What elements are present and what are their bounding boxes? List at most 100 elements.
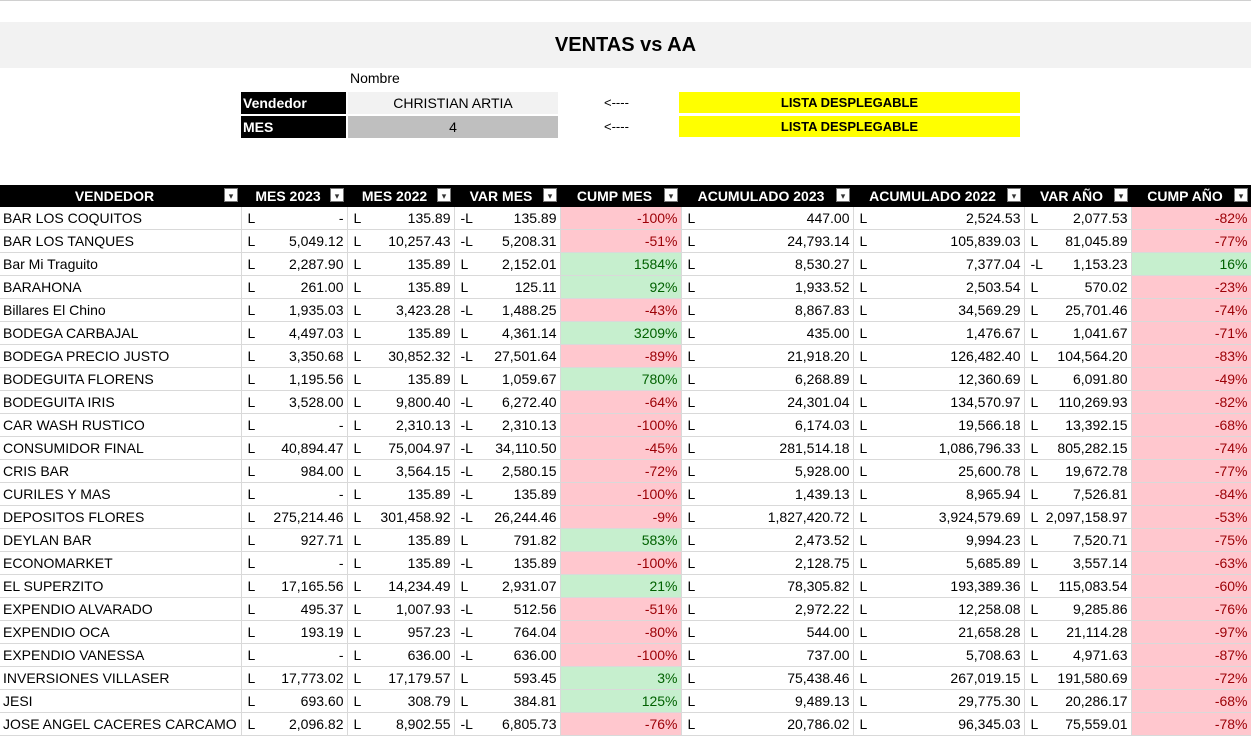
mes-2023-cell[interactable]: L 693.60: [241, 689, 348, 713]
cump-ano-cell[interactable]: -63%: [1131, 551, 1251, 575]
acumulado-2023-cell[interactable]: L 447.00: [681, 207, 854, 230]
mes-2023-cell[interactable]: L 2,096.82: [241, 712, 348, 736]
acumulado-2022-cell[interactable]: L 267,019.15: [853, 666, 1025, 690]
acumulado-2022-cell[interactable]: L 126,482.40: [853, 344, 1025, 368]
mes-2022-cell[interactable]: L 17,179.57: [347, 666, 455, 690]
filter-dropdown-icon[interactable]: ▾: [1114, 188, 1128, 202]
var-ano-cell[interactable]: L 6,091.80: [1024, 367, 1132, 391]
var-mes-cell[interactable]: -L 5,208.31: [454, 229, 561, 253]
acumulado-2022-cell[interactable]: L 96,345.03: [853, 712, 1025, 736]
mes-2023-cell[interactable]: L 17,773.02: [241, 666, 348, 690]
mes-2023-cell[interactable]: L 3,528.00: [241, 390, 348, 414]
var-mes-cell[interactable]: -L 26,244.46: [454, 505, 561, 529]
mes-2022-cell[interactable]: L 1,007.93: [347, 597, 455, 621]
acumulado-2022-cell[interactable]: L 193,389.36: [853, 574, 1025, 598]
acumulado-2022-cell[interactable]: L 29,775.30: [853, 689, 1025, 713]
vendor-name-cell[interactable]: JOSE ANGEL CACERES CARCAMO: [0, 712, 242, 736]
var-mes-cell[interactable]: -L 27,501.64: [454, 344, 561, 368]
acumulado-2023-cell[interactable]: L 20,786.02: [681, 712, 854, 736]
var-ano-cell[interactable]: L 7,526.81: [1024, 482, 1132, 506]
var-ano-cell[interactable]: L 81,045.89: [1024, 229, 1132, 253]
acumulado-2023-cell[interactable]: L 2,972.22: [681, 597, 854, 621]
acumulado-2023-cell[interactable]: L 9,489.13: [681, 689, 854, 713]
mes-2023-cell[interactable]: L-: [241, 413, 348, 437]
acumulado-2022-cell[interactable]: L 19,566.18: [853, 413, 1025, 437]
mes-2023-cell[interactable]: L 2,287.90: [241, 252, 348, 276]
acumulado-2023-cell[interactable]: L 6,174.03: [681, 413, 854, 437]
var-mes-cell[interactable]: L 791.82: [454, 528, 561, 552]
acumulado-2023-cell[interactable]: L 75,438.46: [681, 666, 854, 690]
cump-ano-cell[interactable]: -84%: [1131, 482, 1251, 506]
acumulado-2022-cell[interactable]: L 5,708.63: [853, 643, 1025, 667]
cump-mes-cell[interactable]: -9%: [560, 505, 682, 529]
vendor-name-cell[interactable]: DEYLAN BAR: [0, 528, 242, 552]
mes-2023-cell[interactable]: L 984.00: [241, 459, 348, 483]
mes-2022-cell[interactable]: L 135.89: [347, 367, 455, 391]
cump-mes-cell[interactable]: -100%: [560, 207, 682, 230]
vendor-name-cell[interactable]: CRIS BAR: [0, 459, 242, 483]
var-ano-cell[interactable]: L 3,557.14: [1024, 551, 1132, 575]
vendor-name-cell[interactable]: EXPENDIO ALVARADO: [0, 597, 242, 621]
var-ano-cell[interactable]: L 13,392.15: [1024, 413, 1132, 437]
mes-2023-cell[interactable]: L-: [241, 482, 348, 506]
acumulado-2022-cell[interactable]: L 1,086,796.33: [853, 436, 1025, 460]
var-mes-cell[interactable]: L 593.45: [454, 666, 561, 690]
mes-2023-cell[interactable]: L-: [241, 551, 348, 575]
var-mes-cell[interactable]: L 1,059.67: [454, 367, 561, 391]
acumulado-2022-cell[interactable]: L 105,839.03: [853, 229, 1025, 253]
vendor-name-cell[interactable]: CONSUMIDOR FINAL: [0, 436, 242, 460]
var-ano-cell[interactable]: L 2,097,158.97: [1024, 505, 1132, 529]
cump-mes-cell[interactable]: -51%: [560, 229, 682, 253]
cump-ano-cell[interactable]: -97%: [1131, 620, 1251, 644]
cump-ano-cell[interactable]: -82%: [1131, 207, 1251, 230]
mes-2023-cell[interactable]: L 261.00: [241, 275, 348, 299]
mes-2023-cell[interactable]: L 1,935.03: [241, 298, 348, 322]
mes-2022-cell[interactable]: L 3,564.15: [347, 459, 455, 483]
cump-mes-cell[interactable]: 125%: [560, 689, 682, 713]
var-mes-cell[interactable]: L 384.81: [454, 689, 561, 713]
var-mes-cell[interactable]: -L 135.89: [454, 482, 561, 506]
acumulado-2022-cell[interactable]: L 2,524.53: [853, 207, 1025, 230]
filter-dropdown-icon[interactable]: ▾: [543, 188, 557, 202]
mes-2023-cell[interactable]: L 40,894.47: [241, 436, 348, 460]
acumulado-2023-cell[interactable]: L 1,439.13: [681, 482, 854, 506]
cump-ano-cell[interactable]: -71%: [1131, 321, 1251, 345]
vendor-name-cell[interactable]: BAR LOS COQUITOS: [0, 207, 242, 230]
mes-2022-cell[interactable]: L 135.89: [347, 207, 455, 230]
cump-ano-cell[interactable]: -74%: [1131, 298, 1251, 322]
mes-2022-cell[interactable]: L 75,004.97: [347, 436, 455, 460]
cump-ano-cell[interactable]: -77%: [1131, 459, 1251, 483]
acumulado-2023-cell[interactable]: L 1,933.52: [681, 275, 854, 299]
var-ano-cell[interactable]: L 21,114.28: [1024, 620, 1132, 644]
mes-2022-cell[interactable]: L 135.89: [347, 528, 455, 552]
mes-2022-cell[interactable]: L 3,423.28: [347, 298, 455, 322]
cump-mes-cell[interactable]: -80%: [560, 620, 682, 644]
mes-2022-cell[interactable]: L 30,852.32: [347, 344, 455, 368]
cump-mes-cell[interactable]: 780%: [560, 367, 682, 391]
var-ano-cell[interactable]: L 191,580.69: [1024, 666, 1132, 690]
var-mes-cell[interactable]: L 125.11: [454, 275, 561, 299]
mes-2022-cell[interactable]: L 135.89: [347, 482, 455, 506]
acumulado-2022-cell[interactable]: L 7,377.04: [853, 252, 1025, 276]
cump-ano-cell[interactable]: -68%: [1131, 689, 1251, 713]
mes-2022-cell[interactable]: L 308.79: [347, 689, 455, 713]
cump-mes-cell[interactable]: 1584%: [560, 252, 682, 276]
acumulado-2023-cell[interactable]: L 21,918.20: [681, 344, 854, 368]
var-mes-cell[interactable]: -L 6,805.73: [454, 712, 561, 736]
cump-mes-cell[interactable]: -100%: [560, 482, 682, 506]
acumulado-2023-cell[interactable]: L 24,301.04: [681, 390, 854, 414]
acumulado-2022-cell[interactable]: L 12,258.08: [853, 597, 1025, 621]
cump-ano-cell[interactable]: -60%: [1131, 574, 1251, 598]
cump-mes-cell[interactable]: -100%: [560, 413, 682, 437]
filter-dropdown-icon[interactable]: ▾: [664, 188, 678, 202]
acumulado-2022-cell[interactable]: L 9,994.23: [853, 528, 1025, 552]
vendor-name-cell[interactable]: Bar Mi Traguito: [0, 252, 242, 276]
cump-mes-cell[interactable]: -76%: [560, 712, 682, 736]
cump-mes-cell[interactable]: 3%: [560, 666, 682, 690]
acumulado-2022-cell[interactable]: L 2,503.54: [853, 275, 1025, 299]
vendor-name-cell[interactable]: EXPENDIO OCA: [0, 620, 242, 644]
cump-ano-cell[interactable]: 16%: [1131, 252, 1251, 276]
filter-dropdown-icon[interactable]: ▾: [437, 188, 451, 202]
acumulado-2023-cell[interactable]: L 78,305.82: [681, 574, 854, 598]
mes-2023-cell[interactable]: L 17,165.56: [241, 574, 348, 598]
